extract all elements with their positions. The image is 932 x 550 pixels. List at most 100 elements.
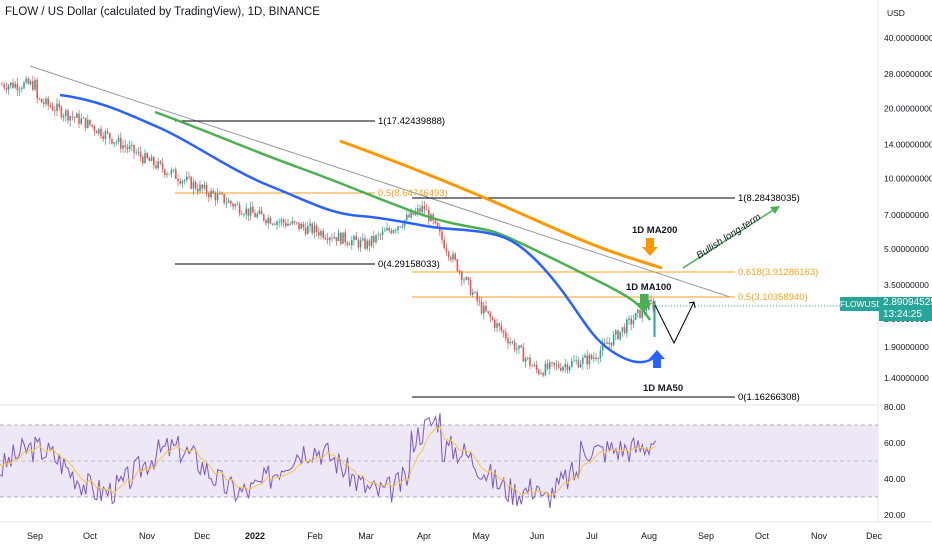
candle-body: [139, 151, 142, 157]
candle-body: [47, 98, 49, 105]
candle-body: [326, 238, 329, 241]
candle-body: [38, 98, 41, 100]
candle-body: [84, 117, 87, 128]
candle-body: [518, 345, 520, 349]
candle-body: [298, 222, 300, 229]
candle-body: [540, 373, 542, 374]
candle-body: [507, 338, 509, 344]
candle-body: [106, 131, 109, 134]
candle-body: [593, 357, 595, 359]
candle-body: [637, 309, 639, 313]
candle-body: [71, 116, 74, 117]
candle-body: [425, 209, 428, 211]
candle-body: [80, 118, 82, 124]
candle-body: [498, 323, 500, 326]
candle-body: [388, 228, 390, 231]
candle-body: [221, 193, 223, 195]
candle-body: [527, 357, 529, 359]
candle-body: [304, 227, 307, 235]
time-tick-label: Sep: [698, 531, 714, 541]
rsi-band: [0, 425, 878, 497]
projection-path: [654, 301, 696, 345]
candle-body: [467, 277, 470, 281]
candle-body: [456, 259, 459, 272]
candle-body: [381, 231, 384, 235]
fib-label: 0(4.29158033): [378, 259, 440, 270]
candle-body: [489, 312, 492, 318]
price-tick-label: 1.90000000: [884, 342, 929, 352]
candle-body: [146, 153, 148, 159]
candle-body: [69, 116, 71, 121]
time-tick-label: Oct: [755, 531, 770, 541]
rsi-tick-label: 40.00: [884, 474, 906, 484]
candle-body: [254, 212, 256, 218]
price-tick-label: 28.00000000: [884, 69, 932, 79]
candle-body: [168, 173, 170, 175]
candle-body: [60, 107, 63, 118]
candle-body: [579, 363, 582, 368]
bar-countdown: 13:24:25: [879, 309, 932, 321]
candle-body: [331, 237, 333, 239]
candle-body: [113, 142, 115, 144]
candle-body: [40, 98, 43, 103]
candle-body: [535, 364, 538, 371]
candle-body: [375, 235, 377, 243]
candle-body: [445, 248, 448, 252]
price-tick-label: 5.00000000: [884, 244, 929, 254]
candle-body: [219, 193, 221, 195]
candle-body: [150, 157, 153, 162]
candle-body: [166, 173, 168, 175]
candle-body: [126, 147, 129, 149]
candle-body: [296, 222, 298, 224]
candle-body: [232, 203, 234, 207]
candle-body: [109, 133, 111, 139]
candle-body: [23, 82, 25, 89]
candle-body: [186, 176, 188, 181]
candle-body: [291, 221, 294, 224]
candle-body: [511, 341, 514, 343]
candle-body: [45, 98, 47, 104]
fib-label: 0(1.16266308): [738, 392, 800, 403]
candle-body: [183, 180, 186, 181]
time-axis: Sep Oct Nov Dec 2022 Feb Mar Apr May Jun Jul Aug Sep…: [27, 531, 883, 541]
fib-label: 1(8.28438035): [738, 193, 800, 204]
candle-body: [245, 208, 247, 215]
candle-body: [505, 332, 507, 339]
candle-body: [258, 210, 261, 214]
candle-body: [73, 116, 76, 118]
price-tick-label: 40.00000000: [884, 33, 932, 43]
candle-body: [353, 236, 355, 241]
candle-body: [472, 292, 474, 295]
candle-body: [120, 137, 122, 149]
candle-body: [155, 165, 157, 169]
candle-body: [351, 240, 353, 246]
price-axis-unit: USD: [887, 8, 905, 18]
candle-body: [406, 214, 408, 221]
candle-body: [247, 208, 250, 216]
candle-body: [617, 330, 619, 340]
candle-body: [67, 110, 69, 121]
candle-body: [188, 176, 190, 178]
candle-body: [164, 169, 166, 175]
candle-body: [366, 240, 368, 249]
candle-body: [502, 330, 505, 333]
candle-body: [194, 182, 197, 189]
ma50-arrow-icon: [649, 350, 665, 368]
candle-body: [553, 362, 555, 365]
candle-body: [461, 271, 463, 281]
candle-body: [564, 364, 566, 367]
candle-body: [230, 200, 232, 204]
rsi-ma-line: [0, 424, 656, 497]
candle-body: [630, 318, 632, 325]
candle-body: [419, 208, 421, 213]
time-tick-label: Jun: [530, 531, 545, 541]
candle-body: [390, 230, 393, 234]
bullish-arrow: [682, 206, 779, 269]
candle-body: [177, 178, 179, 182]
candle-body: [117, 137, 120, 142]
candle-body: [577, 360, 580, 368]
candle-body: [355, 236, 357, 241]
candle-body: [590, 355, 593, 359]
price-tick-label: 14.00000000: [884, 139, 932, 149]
candle-body: [175, 169, 177, 179]
